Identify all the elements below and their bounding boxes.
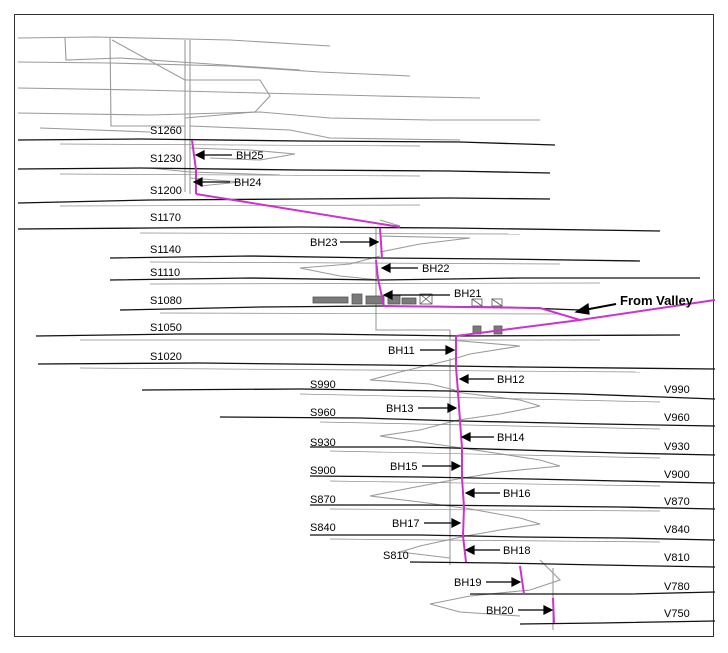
borehole-label-BH17: BH17 bbox=[392, 518, 420, 530]
borehole-label-BH24: BH24 bbox=[234, 177, 262, 189]
level-label-S1200: S1200 bbox=[150, 185, 182, 197]
level-label-S990: S990 bbox=[310, 379, 336, 391]
borehole-label-BH21: BH21 bbox=[454, 288, 482, 300]
level-label-S1020: S1020 bbox=[150, 351, 182, 363]
borehole-arrows bbox=[192, 150, 617, 615]
borehole-label-BH11: BH11 bbox=[388, 345, 415, 357]
borehole-label-BH15: BH15 bbox=[390, 461, 418, 473]
equipment-cluster bbox=[312, 293, 503, 335]
level-label-S960: S960 bbox=[310, 407, 336, 419]
level-lines bbox=[17, 138, 716, 625]
s-level-labels: S1260 S1230 S1200 S1170 S1140 S1110 S108… bbox=[150, 125, 409, 562]
level-label-S1170: S1170 bbox=[150, 212, 181, 224]
level-label-V810: V810 bbox=[664, 552, 690, 564]
level-label-V900: V900 bbox=[664, 469, 690, 481]
borehole-label-BH18: BH18 bbox=[503, 545, 531, 557]
level-label-S900: S900 bbox=[310, 465, 336, 477]
level-label-S1230: S1230 bbox=[150, 153, 182, 165]
level-label-S1260: S1260 bbox=[150, 125, 182, 137]
section-outline bbox=[299, 219, 562, 630]
level-label-S930: S930 bbox=[310, 437, 336, 449]
level-detail bbox=[59, 143, 661, 543]
borehole-label-BH20: BH20 bbox=[486, 605, 514, 617]
level-label-V750: V750 bbox=[664, 608, 690, 620]
diagram-frame bbox=[14, 14, 714, 637]
borehole-label-BH13: BH13 bbox=[386, 403, 414, 415]
borehole-label-BH22: BH22 bbox=[422, 263, 450, 275]
borehole-labels: BH25 BH24 BH23 BH22 BH21 BH11 BH12 BH13 … bbox=[234, 150, 531, 617]
level-label-V960: V960 bbox=[664, 412, 690, 424]
level-label-V780: V780 bbox=[664, 581, 690, 593]
level-label-S1050: S1050 bbox=[150, 322, 182, 334]
borehole-path bbox=[191, 139, 716, 624]
borehole-label-BH23: BH23 bbox=[310, 237, 338, 249]
level-label-V930: V930 bbox=[664, 441, 690, 453]
level-label-V870: V870 bbox=[664, 496, 690, 508]
level-label-V840: V840 bbox=[664, 524, 690, 536]
v-level-labels: V990 V960 V930 V900 V870 V840 V810 V780 … bbox=[664, 384, 690, 620]
level-label-S1140: S1140 bbox=[150, 244, 181, 256]
level-label-S840: S840 bbox=[310, 522, 336, 534]
level-label-V990: V990 bbox=[664, 384, 690, 396]
level-label-S1110: S1110 bbox=[150, 267, 180, 279]
borehole-label-BH12: BH12 bbox=[497, 374, 525, 386]
borehole-label-BH19: BH19 bbox=[454, 577, 482, 589]
upper-workings-outline bbox=[17, 36, 540, 194]
level-label-S1080: S1080 bbox=[150, 295, 182, 307]
borehole-label-BH14: BH14 bbox=[497, 432, 525, 444]
from-valley-callout: From Valley bbox=[620, 293, 694, 308]
borehole-label-BH16: BH16 bbox=[503, 488, 531, 500]
level-label-S810: S810 bbox=[383, 550, 409, 562]
borehole-label-BH25: BH25 bbox=[236, 150, 264, 162]
level-label-S870: S870 bbox=[310, 494, 336, 506]
